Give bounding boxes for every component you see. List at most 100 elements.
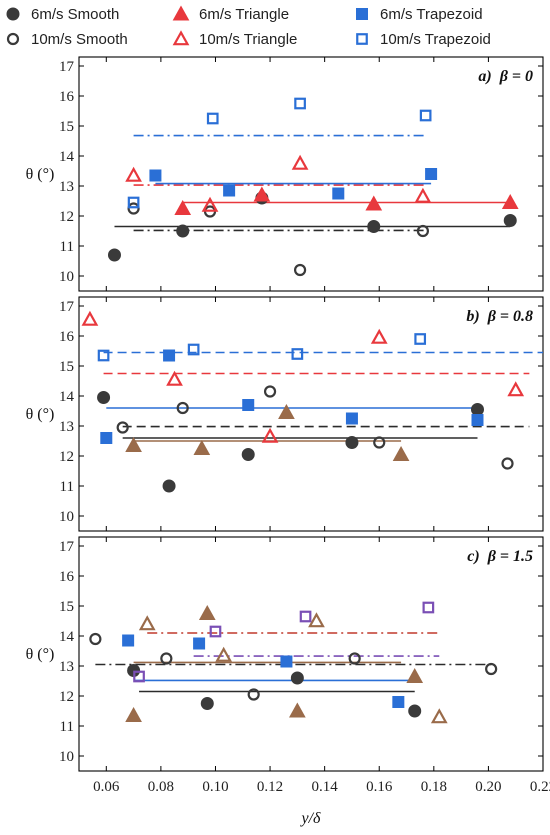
panel-letter: a) — [478, 68, 491, 85]
data-point — [261, 427, 279, 443]
x-tick-label: 0.06 — [93, 779, 120, 795]
data-point — [419, 109, 432, 122]
y-tick-label: 16 — [59, 89, 75, 105]
data-point — [294, 97, 306, 110]
data-point — [200, 697, 214, 710]
data-point — [127, 202, 140, 215]
series-points — [127, 202, 430, 277]
data-point — [345, 436, 359, 449]
x-tick-label: 0.08 — [148, 779, 174, 795]
data-point — [125, 166, 142, 182]
data-point — [501, 457, 514, 470]
data-point — [209, 625, 222, 638]
data-point — [187, 343, 200, 356]
x-axis-label: y/δ — [300, 810, 322, 827]
panels: 10 11 12 13 14 15 16 17 θ (°) a) β = 0 10 11 12 13 14 15… — [26, 56, 550, 795]
series-points — [89, 632, 498, 701]
series-points — [174, 186, 519, 215]
legend-entry: 10m/s Trapezoid — [356, 31, 491, 48]
legend: 6m/s Smooth 6m/s Triangle 6m/s Trapezoid 10… — [6, 5, 491, 48]
y-tick-label: 13 — [59, 179, 74, 195]
legend-marker — [356, 33, 368, 45]
x-tick-label: 0.16 — [366, 779, 393, 795]
data-point — [430, 708, 448, 724]
series-points — [81, 310, 525, 443]
series-points — [125, 154, 432, 212]
data-point — [507, 381, 525, 397]
y-tick-label: 10 — [59, 269, 74, 285]
legend-marker — [356, 8, 368, 20]
y-axis-label: θ (°) — [26, 406, 55, 423]
series-points — [127, 664, 422, 718]
data-point — [348, 652, 361, 665]
legend-label: 6m/s Trapezoid — [380, 6, 483, 23]
data-point — [201, 196, 219, 212]
panel-beta: β = 0 — [499, 68, 533, 85]
data-point — [163, 349, 176, 362]
panel-letter: b) — [466, 308, 479, 325]
x-tick-label: 0.18 — [421, 779, 447, 795]
y-tick-label: 10 — [59, 749, 74, 765]
data-point — [345, 412, 358, 425]
data-point — [176, 401, 189, 415]
data-point — [198, 604, 216, 620]
data-point — [241, 448, 255, 461]
y-tick-label: 14 — [59, 149, 75, 165]
x-tick-label: 0.20 — [475, 779, 501, 795]
data-point — [408, 704, 422, 718]
series-points — [122, 634, 405, 708]
series-points — [133, 601, 435, 683]
legend-marker — [6, 7, 20, 21]
data-point — [193, 637, 206, 650]
x-tick-label: 0.22 — [530, 779, 550, 795]
panel-letter: c) — [467, 548, 479, 565]
series-points — [116, 385, 514, 470]
data-point — [127, 196, 140, 209]
y-axis-label: θ (°) — [26, 646, 55, 663]
data-point — [133, 670, 145, 683]
data-point — [174, 199, 192, 215]
data-point — [414, 333, 427, 345]
series-points — [97, 333, 427, 362]
panel-label: a) β = 0 — [478, 68, 533, 85]
data-point — [247, 688, 260, 701]
legend-label: 10m/s Trapezoid — [380, 31, 491, 48]
y-tick-label: 17 — [59, 59, 75, 75]
x-tick-label: 0.10 — [202, 779, 228, 795]
data-point — [89, 632, 102, 646]
legend-marker — [172, 30, 190, 46]
legend-label: 10m/s Smooth — [31, 31, 128, 48]
y-tick-label: 14 — [59, 629, 75, 645]
legend-entry: 10m/s Smooth — [6, 31, 128, 48]
data-point — [253, 186, 271, 202]
data-point — [263, 385, 277, 398]
legend-marker — [172, 5, 190, 21]
data-point — [138, 615, 156, 631]
legend-label: 6m/s Smooth — [31, 6, 119, 23]
legend-entry: 6m/s Smooth — [6, 6, 119, 23]
data-point — [416, 224, 430, 238]
data-point — [116, 421, 129, 434]
legend-marker — [6, 32, 20, 46]
data-point — [223, 184, 236, 197]
data-point — [280, 655, 293, 668]
data-point — [193, 439, 211, 455]
y-tick-label: 16 — [59, 329, 75, 345]
legend-label: 6m/s Triangle — [199, 6, 289, 23]
data-point — [422, 601, 435, 614]
data-point — [289, 702, 306, 718]
series-points — [97, 391, 484, 493]
data-point — [278, 403, 295, 419]
y-tick-label: 12 — [59, 209, 74, 225]
panel-b: 10 11 12 13 14 15 16 17 θ (°) b) β = 0.8 — [26, 296, 544, 532]
panel-label: b) β = 0.8 — [466, 308, 533, 325]
data-point — [392, 445, 410, 461]
series-points — [125, 604, 424, 722]
data-point — [162, 479, 176, 493]
data-point — [176, 224, 190, 238]
data-point — [107, 248, 121, 262]
data-point — [215, 646, 233, 662]
y-tick-label: 12 — [59, 449, 74, 465]
data-point — [370, 328, 388, 344]
y-axis-label: θ (°) — [26, 166, 55, 183]
